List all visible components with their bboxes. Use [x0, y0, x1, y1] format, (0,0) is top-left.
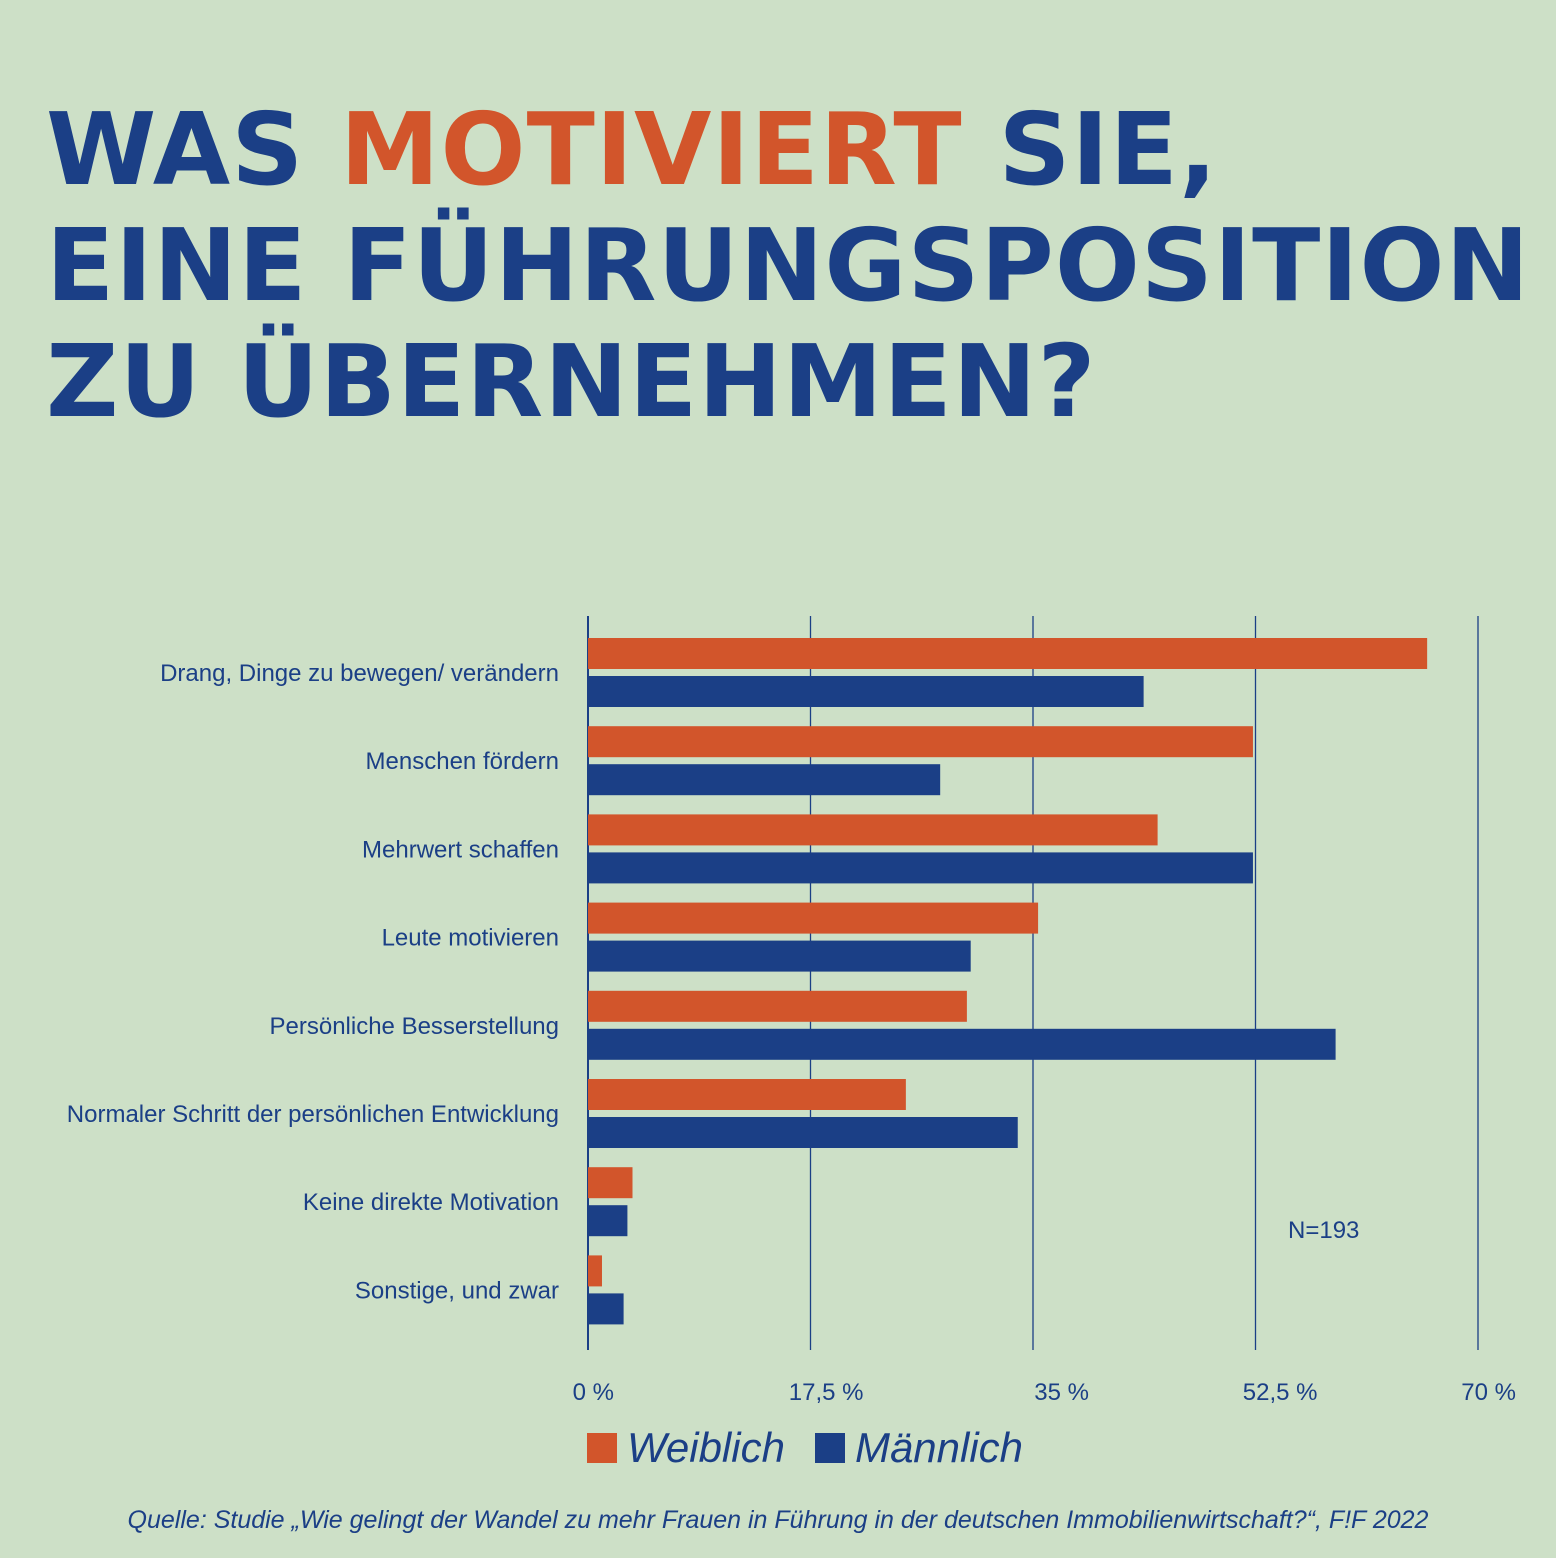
legend-item-maennlich: Männlich [814, 1424, 1024, 1472]
bar-weiblich-6 [588, 1167, 633, 1199]
bar-chart: 0 % 17,5 % 35 % 52,5 % 70 % Drang, Dinge zu b… [67, 616, 1516, 1406]
category-label-4: Persönliche Besserstellung [270, 1013, 560, 1040]
sample-size-annotation: N=193 [1288, 1217, 1360, 1244]
category-label-0: Drang, Dinge zu bewegen/ verändern [160, 660, 559, 687]
legend-swatch-weiblich [587, 1433, 617, 1463]
bar-maennlich-5 [588, 1117, 1018, 1148]
source-note: Quelle: Studie „Wie gelingt der Wandel z… [127, 1506, 1429, 1534]
title-line-2: EINE FÜHRUNGSPOSITION [46, 207, 1531, 324]
bar-weiblich-4 [588, 990, 967, 1022]
bar-weiblich-2 [588, 814, 1158, 846]
bar-weiblich-7 [588, 1255, 602, 1287]
bar-maennlich-6 [588, 1205, 628, 1237]
category-label-7: Sonstige, und zwar [355, 1277, 559, 1304]
x-tick-label-2: 35 % [1034, 1379, 1089, 1406]
legend: Weiblich Männlich [587, 1424, 1053, 1472]
category-label-1: Menschen fördern [366, 748, 559, 775]
category-label-5: Normaler Schritt der persönlichen Entwic… [67, 1101, 559, 1128]
bar-maennlich-3 [588, 940, 971, 972]
legend-swatch-maennlich [814, 1433, 845, 1463]
bar-maennlich-0 [588, 676, 1144, 707]
category-label-6: Keine direkte Motivation [303, 1189, 559, 1216]
chart-title: WAS MOTIVIERT SIE, EINE FÜHRUNGSPOSITION… [46, 92, 1530, 440]
legend-label-maennlich: Männlich [854, 1424, 1024, 1471]
title-line-3: ZU ÜBERNEHMEN? [46, 323, 1097, 440]
title-accent: MOTIVIERT [340, 91, 963, 208]
bar-weiblich-0 [588, 638, 1428, 669]
x-tick-label-0: 0 % [573, 1379, 614, 1406]
x-tick-label-4: 70 % [1461, 1379, 1516, 1406]
x-tick-label-1: 17,5 % [789, 1379, 864, 1406]
title-line-1: WAS MOTIVIERT SIE, [46, 91, 1218, 208]
category-label-2: Mehrwert schaffen [362, 836, 559, 863]
bar-maennlich-1 [588, 764, 941, 796]
bar-weiblich-5 [588, 1079, 906, 1110]
legend-item-weiblich: Weiblich [587, 1424, 785, 1472]
bar-maennlich-2 [588, 852, 1253, 884]
category-label-3: Leute motivieren [382, 925, 559, 952]
legend-label-weiblich: Weiblich [627, 1424, 785, 1471]
x-tick-label-3: 52,5 % [1243, 1379, 1318, 1406]
bar-weiblich-1 [588, 726, 1253, 758]
bar-maennlich-7 [588, 1293, 624, 1325]
bar-weiblich-3 [588, 902, 1039, 934]
bar-maennlich-4 [588, 1028, 1336, 1060]
